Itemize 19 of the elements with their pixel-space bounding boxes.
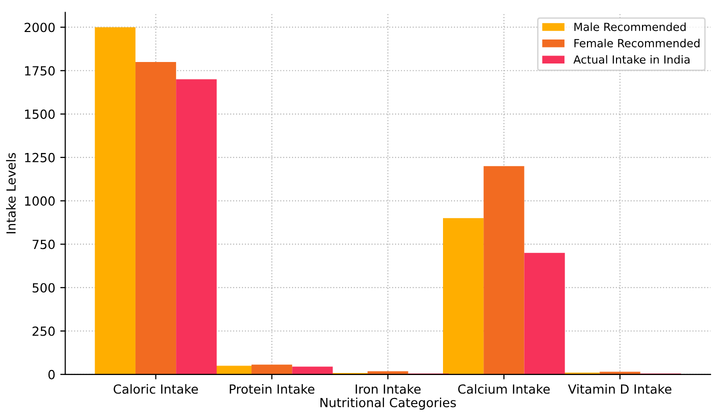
y-tick-label: 750 <box>32 240 55 250</box>
y-axis-title: Intake Levels <box>6 152 16 234</box>
y-tick-label: 1000 <box>25 196 55 206</box>
x-axis-title: Nutritional Categories <box>320 398 456 410</box>
legend-label: Male Recommended <box>574 22 686 32</box>
y-tick-label: 500 <box>32 283 55 293</box>
y-tick-label: 2000 <box>24 22 55 32</box>
legend-label: Actual Intake in India <box>573 55 690 64</box>
x-tick-label: Vitamin D Intake <box>568 384 672 394</box>
x-tick-label: Calcium Intake <box>458 384 550 394</box>
legend-label: Female Recommended <box>574 38 700 48</box>
y-tick-label: 1750 <box>25 66 55 76</box>
x-tick-label: Caloric Intake <box>114 384 198 394</box>
y-tick-label: 250 <box>32 326 55 336</box>
x-tick-label: Iron Intake <box>356 384 421 394</box>
y-tick-label: 0 <box>48 370 55 380</box>
x-tick-label: Protein Intake <box>230 384 314 394</box>
y-tick-label: 1500 <box>25 110 55 119</box>
y-tick-label: 1250 <box>25 152 55 162</box>
